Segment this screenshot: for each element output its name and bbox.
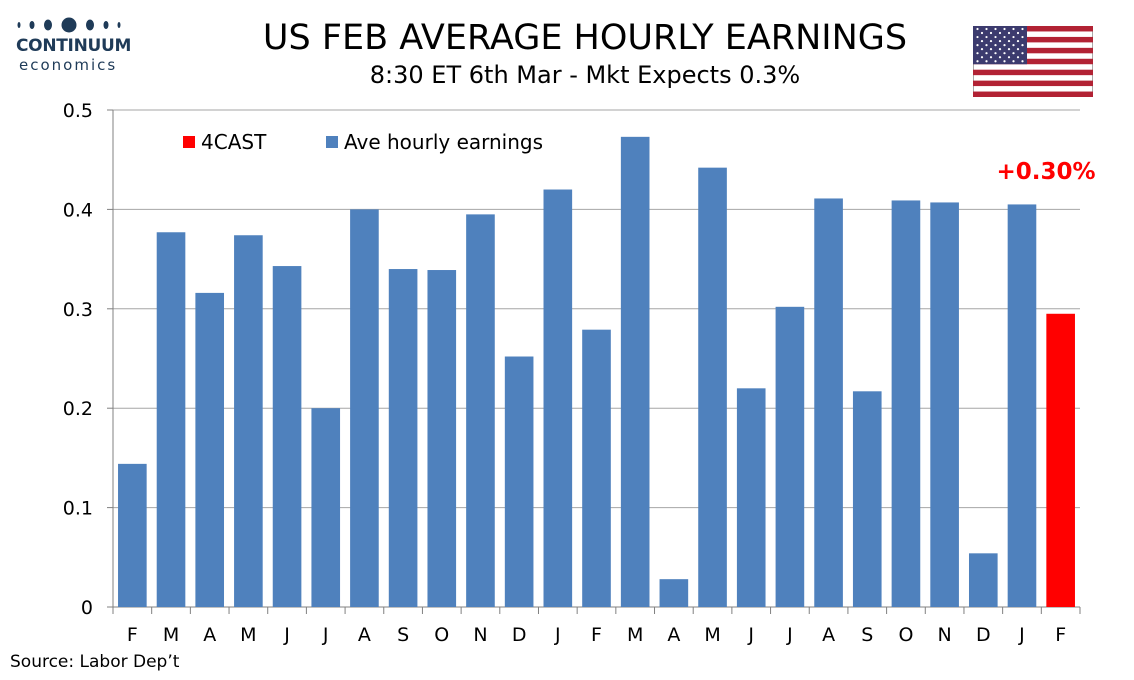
x-tick-label: S: [861, 624, 873, 646]
earnings-bar: [582, 329, 611, 607]
x-tick-label: F: [591, 624, 602, 646]
x-tick-label: D: [976, 624, 991, 646]
x-tick-label: J: [786, 624, 793, 646]
y-tick-label: 0: [81, 597, 93, 619]
earnings-bar: [156, 232, 186, 607]
x-tick-label: D: [512, 624, 527, 646]
chart-title: US FEB AVERAGE HOURLY EARNINGS: [262, 18, 908, 58]
earnings-bar: [543, 189, 573, 607]
x-tick-label: N: [938, 624, 952, 646]
earnings-bar: [427, 270, 457, 607]
y-tick-label: 0.5: [63, 100, 93, 122]
earnings-bar: [195, 292, 225, 607]
earnings-bar: [891, 200, 921, 608]
x-tick-label: F: [1055, 624, 1066, 646]
x-tick-label: J: [322, 624, 329, 646]
x-tick-label: A: [203, 624, 216, 646]
earnings-bar: [350, 209, 379, 607]
x-tick-label: J: [554, 624, 561, 646]
earnings-bar: [272, 266, 302, 607]
y-tick-label: 0.3: [63, 299, 93, 321]
x-tick-label: A: [667, 624, 680, 646]
earnings-bar: [118, 463, 147, 607]
x-tick-label: M: [240, 624, 256, 646]
earnings-bar: [311, 408, 341, 607]
x-tick-label: M: [627, 624, 643, 646]
legend-label: Ave hourly earnings: [344, 130, 543, 154]
x-tick-label: A: [358, 624, 371, 646]
earnings-bar: [814, 198, 843, 607]
earnings-bar: [775, 306, 805, 607]
x-tick-label: O: [434, 624, 449, 646]
y-tick-label: 0.1: [63, 498, 93, 520]
earnings-bar: [852, 391, 882, 607]
continuum-logo: CONTINUUM economics: [14, 14, 134, 76]
x-tick-label: S: [397, 624, 409, 646]
legend-label: 4CAST: [201, 130, 267, 154]
x-tick-label: O: [898, 624, 913, 646]
logo-brand: CONTINUUM: [16, 36, 132, 56]
x-tick-label: J: [1018, 624, 1025, 646]
earnings-bar: [659, 579, 689, 607]
chart-subtitle: 8:30 ET 6th Mar - Mkt Expects 0.3%: [369, 61, 801, 89]
x-tick-label: M: [704, 624, 720, 646]
earnings-bar: [968, 553, 998, 607]
earnings-bar: [1007, 204, 1037, 607]
earnings-bar: [736, 388, 766, 607]
x-tick-label: F: [127, 624, 138, 646]
forecast-bar: [1046, 313, 1075, 607]
earnings-bar: [620, 136, 650, 607]
legend-swatch: [183, 136, 195, 148]
earnings-bar: [466, 214, 495, 607]
earnings-bar: [930, 202, 959, 607]
x-tick-label: J: [283, 624, 290, 646]
source-note: Source: Labor Dep’t: [10, 652, 180, 672]
y-tick-label: 0.4: [63, 199, 93, 221]
logo-subtitle: economics: [19, 56, 118, 74]
y-tick-label: 0.2: [63, 398, 93, 420]
x-tick-label: J: [747, 624, 754, 646]
legend-swatch: [326, 136, 338, 148]
us-flag-icon: [973, 26, 1093, 97]
logo-dots-icon: [17, 17, 121, 33]
earnings-bar: [388, 269, 418, 607]
earnings-bar: [504, 356, 534, 607]
x-tick-label: A: [822, 624, 835, 646]
x-tick-label: N: [473, 624, 487, 646]
earnings-bar: [698, 167, 727, 608]
earnings-bar: [234, 235, 263, 607]
forecast-annotation: +0.30%: [996, 159, 1095, 185]
x-tick-label: M: [163, 624, 179, 646]
